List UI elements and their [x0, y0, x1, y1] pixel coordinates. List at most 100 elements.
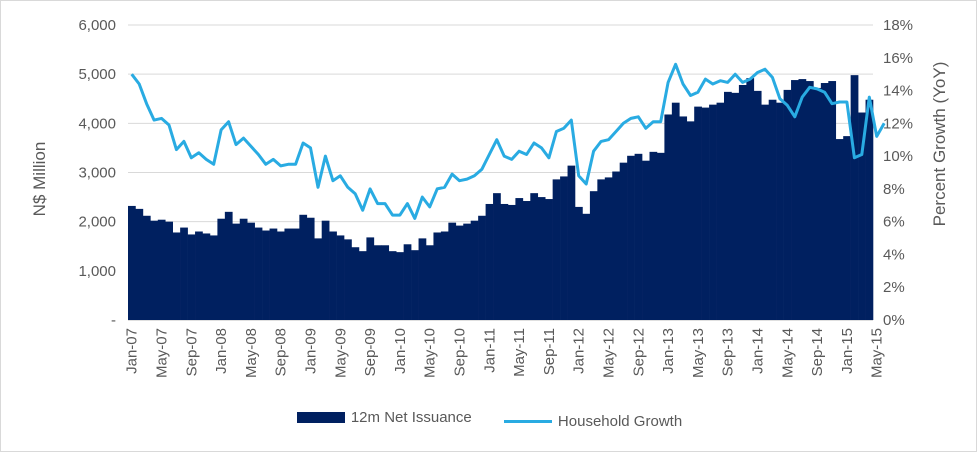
x-tick-label: Jan-12 — [571, 328, 588, 374]
bar — [135, 208, 144, 320]
bar — [165, 221, 173, 320]
bar — [217, 218, 226, 320]
bar — [865, 99, 874, 320]
bar — [619, 162, 628, 320]
bar — [753, 90, 762, 320]
bar — [500, 203, 509, 320]
bar — [716, 102, 725, 320]
x-tick-label: May-07 — [154, 328, 171, 378]
bar — [232, 223, 241, 320]
left-axis-ticks: - 1,000 2,000 3,000 4,000 5,000 6,000 — [78, 17, 116, 329]
bar — [671, 102, 680, 320]
bar — [128, 205, 136, 320]
legend-label-household-growth: Household Growth — [557, 413, 683, 430]
bar — [202, 233, 211, 320]
bar — [530, 193, 539, 320]
bar — [701, 107, 710, 320]
bar — [291, 228, 300, 320]
bar — [448, 222, 457, 320]
bar — [440, 231, 449, 320]
bar — [493, 193, 501, 320]
bar — [269, 228, 278, 320]
right-tick-label: 2% — [883, 279, 905, 296]
x-tick-label: Sep-10 — [452, 328, 469, 376]
right-tick-label: 10% — [883, 148, 913, 165]
bar — [195, 231, 203, 320]
bar — [820, 83, 829, 321]
x-axis-ticks: Jan-07 May-07 Sep-07 Jan-08 May-08 Sep-08 Jan-… — [124, 328, 886, 378]
bar — [187, 234, 196, 320]
bar — [247, 222, 255, 320]
x-tick-label: Sep-14 — [809, 328, 826, 376]
right-axis-title: Percent Growth (YoY) — [930, 62, 949, 227]
bar — [336, 235, 345, 320]
bar — [552, 179, 561, 320]
x-tick-label: Sep-09 — [362, 328, 379, 376]
bar — [813, 87, 822, 320]
bar — [224, 211, 233, 320]
bar — [507, 204, 516, 320]
bar — [828, 81, 837, 320]
x-tick-label: Jan-10 — [392, 328, 409, 374]
bar — [157, 219, 166, 320]
legend-item-net-issuance: 12m Net Issuance — [296, 409, 472, 426]
bar — [656, 152, 665, 320]
bar — [582, 213, 591, 320]
bar — [411, 250, 419, 320]
bar — [642, 160, 650, 320]
x-tick-label: May-14 — [779, 328, 796, 378]
right-axis-ticks: 0% 2% 4% 6% 8% 10% 12% 14% 16% 18% — [883, 17, 913, 329]
x-tick-label: May-09 — [332, 328, 349, 378]
bar — [560, 176, 568, 320]
right-tick-label: 18% — [883, 17, 913, 34]
bar — [373, 245, 382, 320]
bar — [433, 232, 442, 320]
bar — [649, 151, 658, 320]
bar — [351, 247, 360, 320]
bar — [575, 206, 583, 320]
x-tick-label: Jan-09 — [303, 328, 320, 374]
line-series — [130, 62, 886, 220]
bar — [835, 139, 844, 320]
bar — [731, 92, 740, 320]
bar — [843, 136, 851, 320]
bar — [381, 245, 390, 320]
x-tick-label: Jan-07 — [124, 328, 141, 374]
bar — [455, 225, 464, 320]
bar — [515, 198, 524, 320]
left-tick-label: 5,000 — [78, 66, 116, 83]
x-tick-label: Sep-13 — [720, 328, 737, 376]
bar — [545, 199, 553, 320]
x-tick-label: May-15 — [869, 328, 886, 378]
bar-series — [128, 75, 874, 321]
legend: 12m Net Issuance Household Growth — [1, 409, 977, 430]
bar — [805, 81, 814, 320]
bar — [612, 171, 620, 320]
bar — [470, 220, 479, 320]
bar — [180, 227, 188, 320]
bar — [314, 238, 322, 320]
bar — [679, 116, 688, 320]
bar — [686, 121, 695, 320]
x-tick-label: May-13 — [690, 328, 707, 378]
bar — [791, 80, 799, 320]
x-tick-label: Sep-12 — [630, 328, 647, 376]
left-tick-label: 1,000 — [78, 263, 116, 280]
right-tick-label: 16% — [883, 50, 913, 67]
bar — [358, 251, 367, 320]
right-tick-label: 4% — [883, 246, 905, 263]
bar — [239, 218, 248, 320]
x-tick-label: May-08 — [243, 328, 260, 378]
right-tick-label: 12% — [883, 115, 913, 132]
bar — [850, 75, 859, 321]
bar — [776, 102, 784, 320]
growth-line — [130, 62, 886, 220]
x-tick-label: Jan-15 — [839, 328, 856, 374]
bar — [522, 201, 531, 320]
legend-swatch-line — [503, 420, 552, 423]
bar — [403, 244, 412, 320]
bar — [321, 220, 330, 320]
right-tick-label: 6% — [883, 214, 905, 231]
bar — [783, 89, 792, 321]
